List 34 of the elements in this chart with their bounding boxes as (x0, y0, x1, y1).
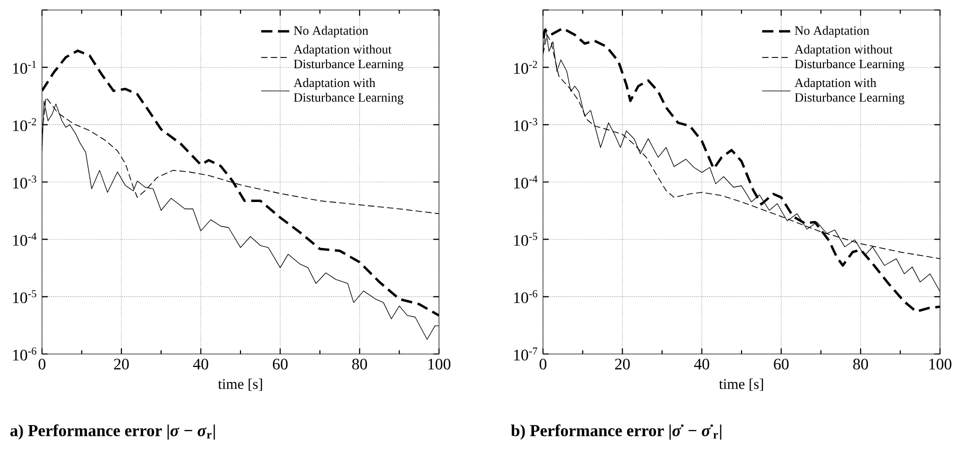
y-tick-label: 10$^{-3}$ (514, 118, 538, 132)
y-tick-label: 10$^{-4}$ (514, 176, 538, 188)
text: b) Performance error |σ̇ − σ̇$_{r}$| (511, 424, 722, 440)
y-tick-label: 10$^{-1}$ (13, 60, 36, 74)
legend-label: Adaptation with Disturbance Learning (294, 78, 404, 104)
x-tick-label: 0 (540, 358, 546, 370)
y-tick-label: 10$^{-3}$ (13, 175, 36, 189)
x-tick-label: 100 (428, 358, 450, 370)
y-tick-label: 10$^{-7}$ (514, 348, 538, 360)
y-tick-label: 10$^{-5}$ (13, 290, 36, 304)
y-tick-label: 10$^{-6}$ (514, 290, 538, 304)
x-axis-title: time [s] (719, 378, 764, 391)
legend-label: No Adaptation (794, 26, 870, 38)
x-tick-label: 80 (853, 358, 868, 370)
x-tick-label: 40 (193, 358, 208, 370)
legend-label: Adaptation without Disturbance Learning (794, 44, 904, 71)
legend-label: Adaptation with Disturbance Learning (794, 78, 904, 104)
x-tick-label: 40 (694, 358, 710, 370)
y-tick-label: 10$^{-4}$ (13, 232, 36, 246)
text: a) Performance error |σ − σ$_{r}$| (10, 424, 215, 440)
x-tick-label: 100 (929, 358, 952, 370)
x-tick-label: 60 (774, 358, 789, 370)
y-tick-label: 10$^{-5}$ (514, 232, 538, 246)
x-tick-label: 20 (615, 358, 630, 370)
x-axis-title: time [s] (218, 378, 262, 391)
legend-label: Adaptation without Disturbance Learning (294, 44, 404, 71)
x-tick-label: 80 (352, 358, 367, 370)
x-tick-label: 0 (38, 358, 46, 370)
x-tick-label: 20 (114, 358, 129, 370)
legend-label: No Adaptation (294, 26, 368, 38)
y-tick-label: 10$^{-6}$ (13, 347, 36, 361)
x-tick-label: 60 (272, 358, 288, 370)
y-tick-label: 10$^{-2}$ (514, 60, 538, 74)
y-tick-label: 10$^{-2}$ (13, 118, 36, 132)
